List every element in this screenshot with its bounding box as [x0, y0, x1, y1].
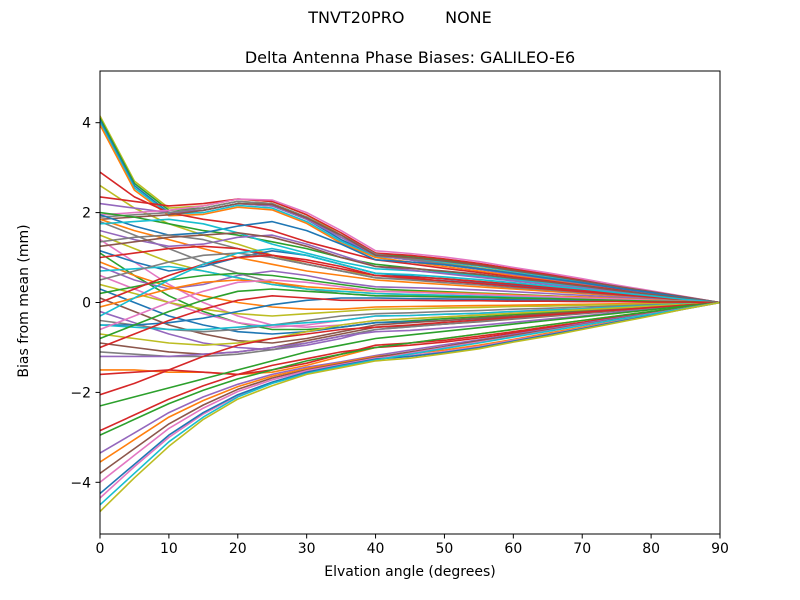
y-tick-label: −4 [70, 475, 91, 491]
series-line-line-54 [100, 301, 720, 436]
series-line-line-48 [100, 301, 720, 358]
x-tick-label: 70 [573, 541, 591, 557]
y-tick-label: 0 [82, 296, 91, 312]
series-line-line-55 [100, 301, 720, 454]
series-line-line-38 [100, 247, 720, 317]
x-tick-label: 10 [160, 541, 178, 557]
series-line-line-39 [100, 301, 720, 333]
series-line-line-42 [100, 279, 720, 331]
series-line-line-51 [100, 301, 720, 396]
series-line-line-43 [100, 301, 720, 347]
series-line-line-22 [100, 232, 720, 304]
y-tick-label: 4 [82, 116, 91, 132]
y-tick-label: 2 [82, 206, 91, 222]
series-line-line-57 [100, 301, 720, 475]
x-tick-label: 50 [436, 541, 454, 557]
x-tick-label: 0 [96, 541, 105, 557]
series-line-line-15 [100, 218, 720, 304]
x-tick-label: 40 [367, 541, 385, 557]
series-line-line-10 [100, 198, 720, 304]
series-line-line-61 [100, 301, 720, 506]
y-axis-label: Bias from mean (mm) [16, 224, 32, 378]
series-line-line-26 [100, 261, 720, 311]
y-tick-label: −2 [70, 385, 91, 401]
series-line-line-41 [100, 301, 720, 331]
series-group [100, 115, 720, 513]
x-tick-label: 80 [642, 541, 660, 557]
series-line-line-62 [100, 301, 720, 513]
series-line-line-60 [100, 301, 720, 495]
series-line-line-14 [100, 214, 720, 304]
x-axis-label: Elvation angle (degrees) [324, 564, 496, 580]
figure-suptitle: TNVT20PRO NONE [308, 8, 492, 27]
series-line-line-27 [100, 265, 720, 304]
x-tick-label: 60 [504, 541, 522, 557]
series-line-line-44 [100, 288, 720, 340]
series-line-line-25 [100, 245, 720, 304]
series-line-line-46 [100, 294, 720, 349]
series-line-line-52 [100, 301, 720, 407]
axes-title: Delta Antenna Phase Biases: GALILEO-E6 [244, 48, 576, 67]
series-line-line-34 [100, 297, 720, 344]
series-line-line-12 [100, 202, 720, 304]
x-tick-label: 20 [229, 541, 247, 557]
series-line-line-06 [100, 171, 720, 304]
x-tick-label: 30 [298, 541, 316, 557]
x-tick-label: 90 [711, 541, 729, 557]
series-line-line-18 [100, 229, 720, 304]
